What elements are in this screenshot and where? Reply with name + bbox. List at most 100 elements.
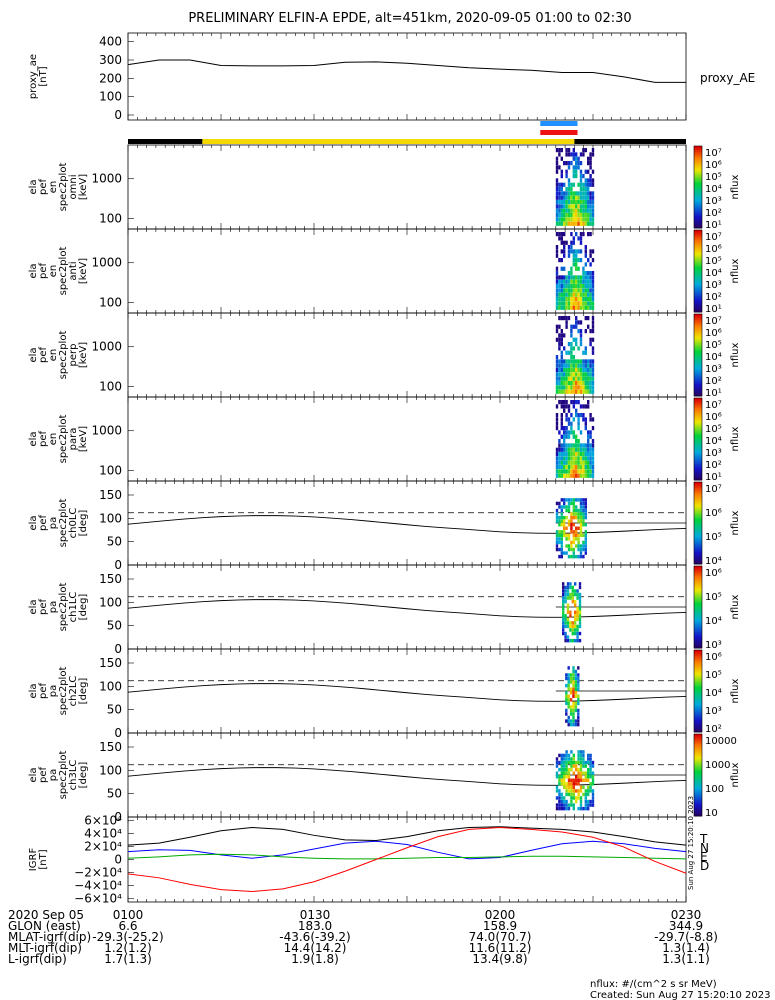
spectrogram-cell — [562, 592, 565, 597]
colorbar-cell — [694, 340, 702, 344]
spectrogram-cell — [570, 350, 573, 355]
spectrogram-cell — [572, 547, 575, 552]
spectrogram-cell — [572, 508, 575, 513]
spectrogram-cell — [591, 182, 595, 187]
spectrogram-cell — [589, 292, 592, 297]
spectrogram-cell — [589, 417, 592, 422]
spectrogram-cell — [563, 249, 566, 254]
spectrogram-cell — [558, 359, 561, 364]
spectrogram-cell — [582, 359, 585, 364]
spectrogram-cell — [569, 691, 573, 695]
spectrogram-cell — [589, 253, 592, 258]
spectrogram-cell — [569, 698, 573, 702]
spectrogram-cell — [562, 585, 565, 590]
ephemeris-row-label: MLT-igrf(dip) — [8, 941, 82, 955]
spectrogram-cell — [569, 687, 573, 691]
spectrogram-cell — [558, 305, 561, 310]
spectrogram-cell — [560, 187, 563, 192]
spectrogram-cell — [587, 434, 590, 439]
spectrogram-cell — [579, 447, 583, 452]
spectrogram-cell — [572, 676, 575, 681]
spectrogram-cell — [589, 208, 592, 213]
spectrogram-cell — [562, 621, 565, 625]
spectrogram-cell — [570, 782, 573, 786]
colorbar-cell — [694, 752, 702, 755]
spectrogram-cell — [584, 426, 587, 431]
spectrogram-cell — [589, 753, 592, 758]
spectrogram-cell — [579, 785, 583, 790]
spectrogram-cell — [565, 417, 568, 422]
spectrogram-cell — [582, 271, 585, 276]
spectrogram-cell — [555, 806, 559, 811]
spectrogram-cell — [563, 760, 566, 765]
spectrogram-cell — [563, 753, 566, 758]
spectrogram-cell — [560, 515, 563, 520]
colorbar-tick-label: 10⁴ — [705, 268, 722, 279]
colorbar-cell — [694, 766, 702, 770]
colorbar-cell — [694, 150, 702, 153]
colorbar-cell — [694, 686, 702, 690]
spectrogram-cell — [587, 275, 590, 280]
spectrogram-cell — [575, 775, 578, 779]
spectrogram-cell — [587, 217, 590, 222]
spectrogram-cell — [579, 161, 583, 166]
spectrogram-cell — [584, 443, 587, 448]
spectrogram-cell — [565, 301, 568, 306]
spectrogram-cell — [575, 213, 578, 218]
panel-frame — [127, 144, 687, 230]
colorbar-cell — [694, 533, 702, 536]
spectrogram-cell — [591, 148, 595, 153]
spectrogram-cell — [558, 148, 561, 153]
spectrogram-cell — [572, 796, 575, 800]
spectrogram-cell — [564, 599, 567, 604]
colorbar-cell — [694, 260, 702, 264]
colorbar-cell — [694, 508, 702, 512]
spectrogram-cell — [555, 757, 559, 761]
y-axis-label: en — [48, 433, 59, 446]
spectrogram-cell — [574, 589, 577, 593]
spectrogram-cell — [567, 687, 570, 691]
spectrogram-cell — [558, 540, 561, 545]
spectrogram-cell — [567, 249, 571, 254]
spectrogram-cell — [574, 705, 578, 709]
colorbar-cell — [694, 461, 702, 465]
colorbar-cell — [694, 307, 702, 311]
spectrogram-cell — [567, 715, 570, 720]
colorbar-cell — [694, 590, 702, 594]
spectrogram-cell — [565, 213, 568, 218]
spectrogram-cell — [562, 599, 565, 604]
spectrogram-cell — [567, 195, 571, 200]
colorbar-cell — [694, 744, 702, 747]
spectrogram-cell — [560, 148, 563, 153]
spectrogram-cell — [560, 385, 563, 390]
y-axis-label: spec2plot — [58, 751, 69, 800]
spectrogram-cell — [555, 324, 559, 329]
panel-frame — [127, 32, 687, 121]
spectrogram-cell — [565, 767, 568, 772]
spectrogram-cell — [574, 673, 578, 677]
ephemeris-value: 1.7(1.3) — [104, 952, 152, 966]
colorbar-cell — [694, 795, 702, 799]
spectrogram-cell — [589, 249, 592, 254]
colorbar-cell — [694, 445, 702, 448]
spectrogram-cell — [555, 775, 559, 779]
spectrogram-cell — [572, 240, 575, 245]
y-tick-label: 100 — [99, 595, 122, 609]
spectrogram-cell — [566, 607, 570, 611]
spectrogram-cell — [567, 389, 571, 394]
colorbar-cell — [694, 387, 702, 391]
spectrogram-cell — [565, 292, 568, 297]
spectrogram-cell — [560, 792, 563, 797]
spectrogram-cell — [582, 533, 585, 538]
spectrogram-cell — [569, 722, 573, 727]
spectrogram-cell — [564, 585, 567, 590]
spectrogram-cell — [582, 757, 585, 761]
spectrogram-cell — [579, 771, 583, 775]
spectrogram-cell — [567, 342, 571, 347]
colorbar-cell — [694, 465, 702, 469]
spectrogram-cell — [555, 305, 559, 310]
spectrogram-cell — [577, 712, 580, 716]
spectrogram-cell — [558, 469, 561, 474]
spectrogram-cell — [584, 213, 587, 218]
